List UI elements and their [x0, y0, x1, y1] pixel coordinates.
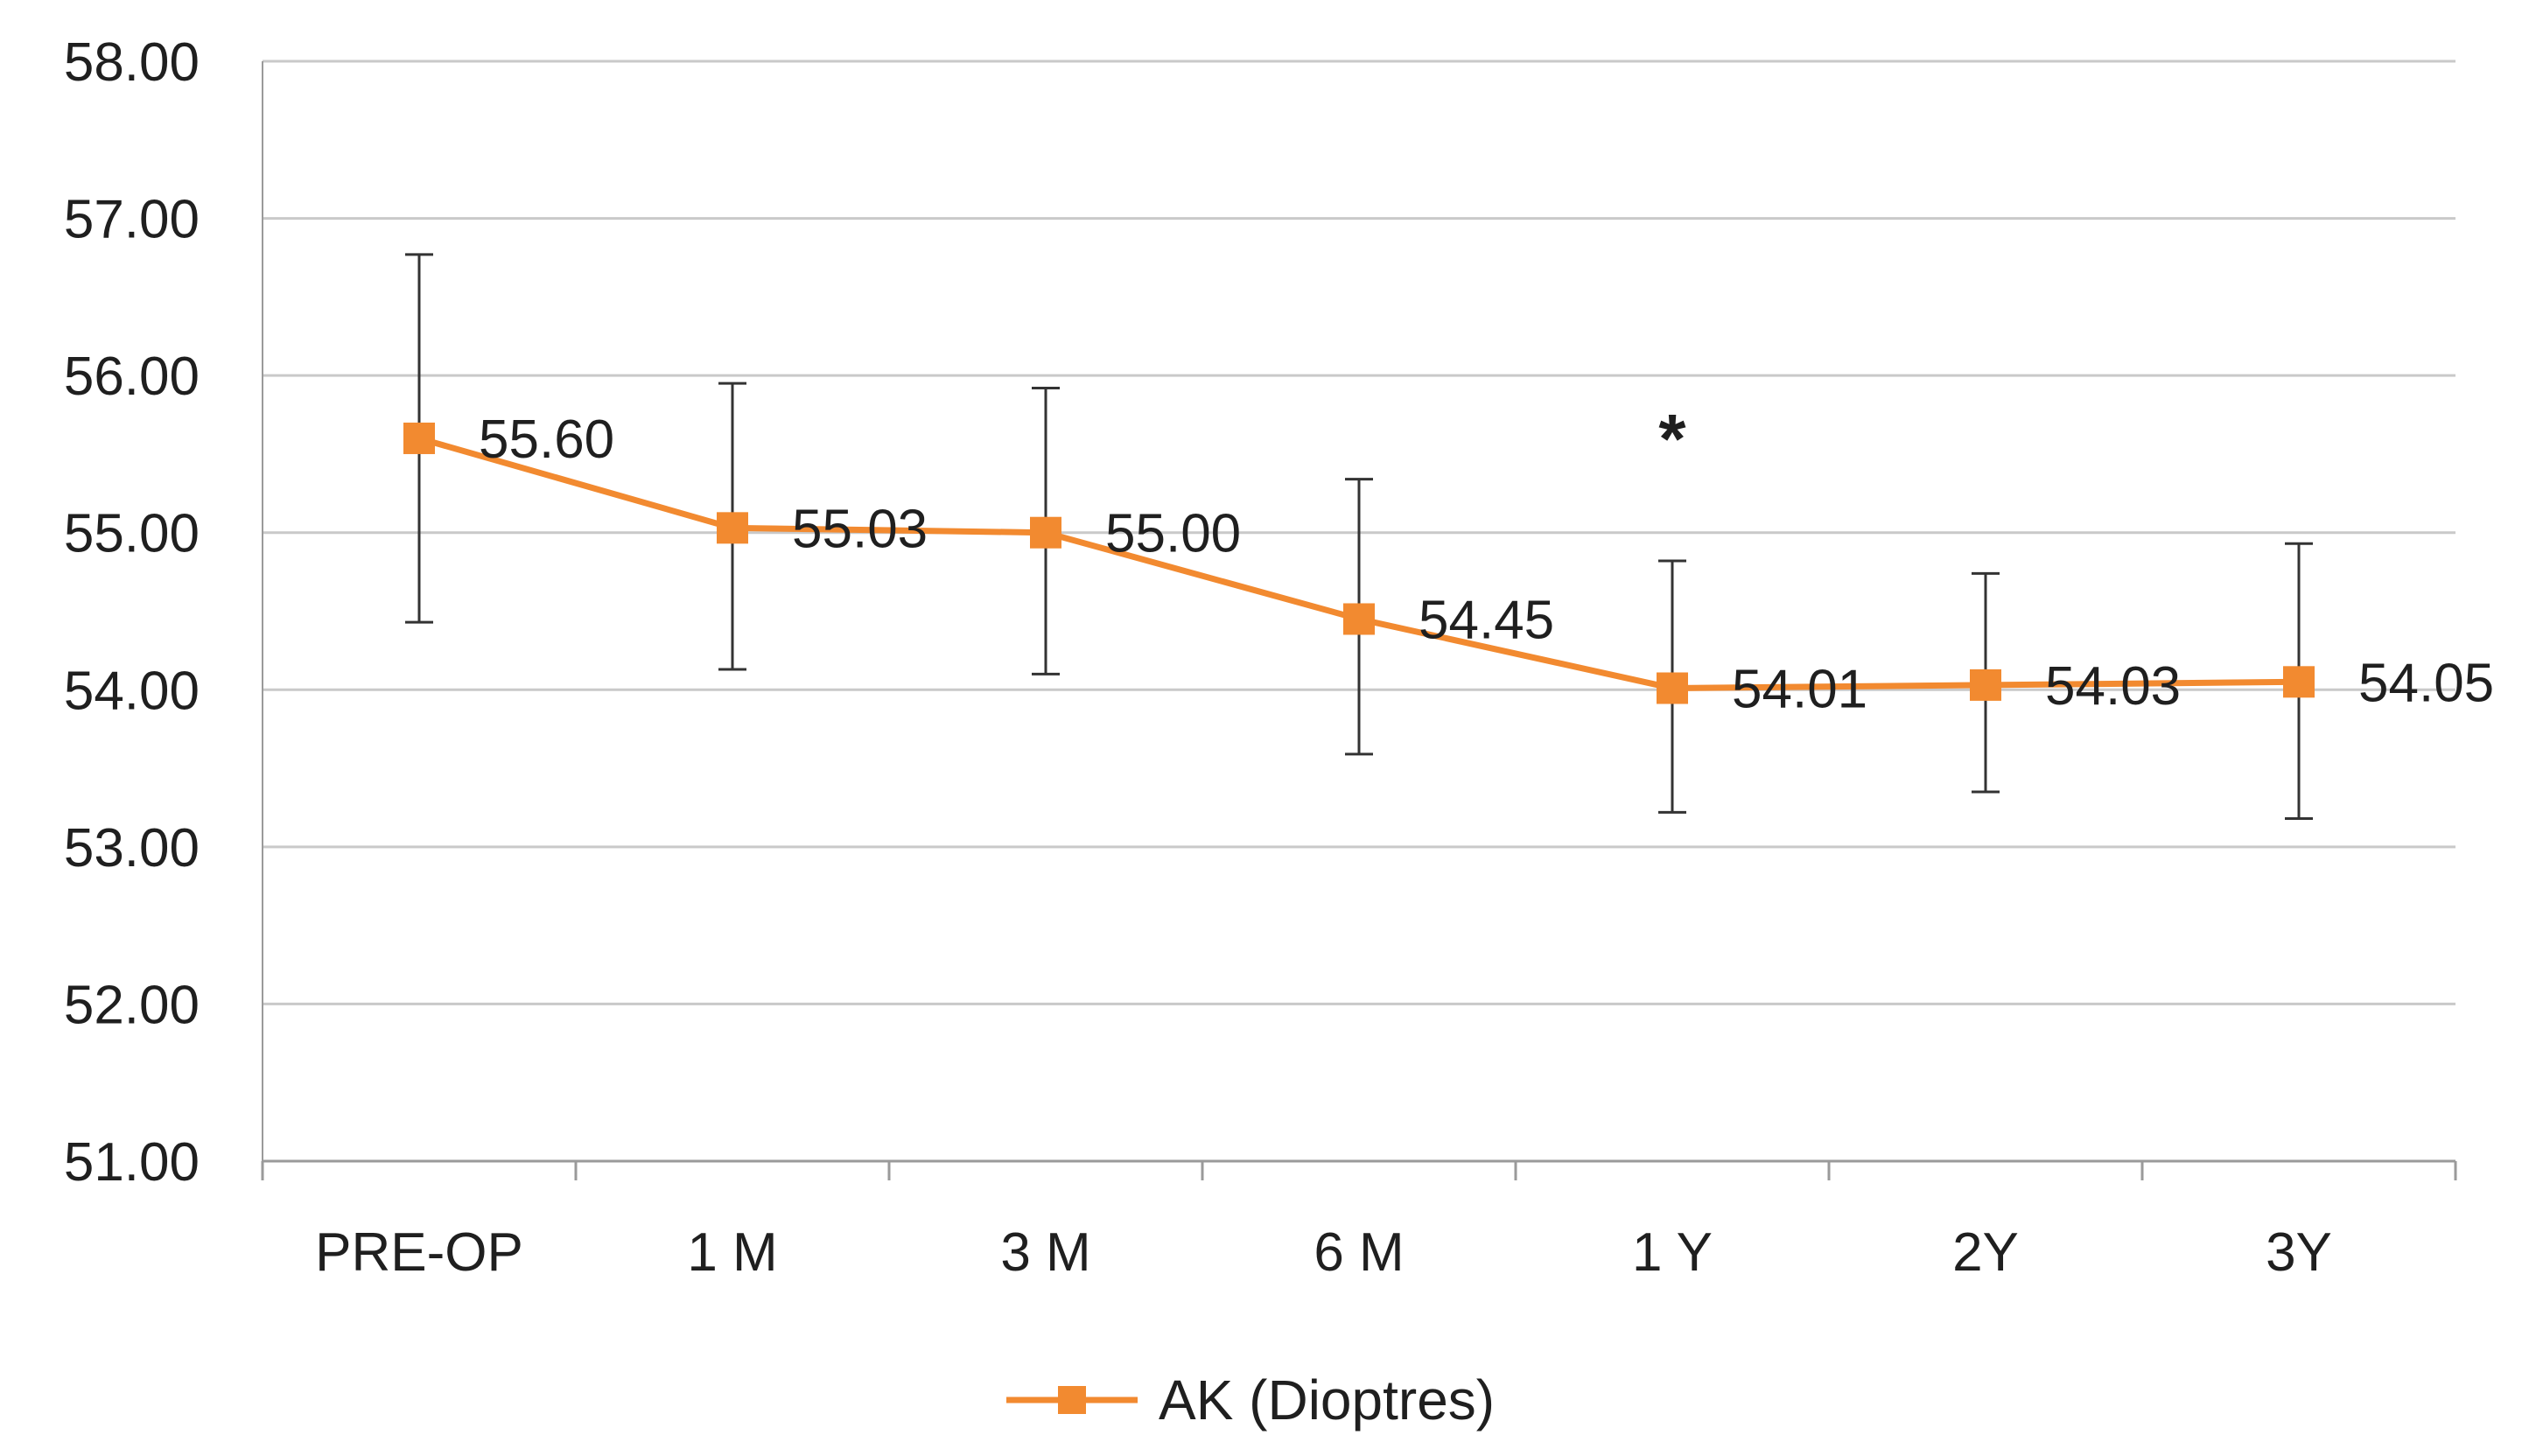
x-tick-label: 3Y	[2266, 1222, 2332, 1283]
y-axis: 51.00 52.00 53.00 54.00 55.00 56.00 57.00 58.00	[64, 32, 263, 1193]
data-point	[1657, 672, 1688, 704]
data-label: 54.03	[2045, 656, 2181, 717]
data-label: 55.60	[479, 410, 614, 470]
data-point	[717, 512, 748, 544]
y-tick-label: 53.00	[64, 818, 200, 878]
error-bars	[405, 253, 2313, 821]
data-label: 54.01	[1732, 659, 1867, 719]
y-tick-label: 55.00	[64, 504, 200, 564]
y-tick-label: 52.00	[64, 975, 200, 1035]
y-tick-label: 54.00	[64, 661, 200, 721]
data-labels: 55.60 55.03 55.00 54.45 54.01 54.03 54.05	[479, 410, 2494, 720]
x-tick-label: 2Y	[1952, 1222, 2019, 1283]
y-tick-label: 57.00	[64, 190, 200, 250]
data-point	[2283, 666, 2315, 698]
data-point	[1343, 603, 1375, 635]
data-label: 54.45	[1419, 590, 1554, 650]
legend: AK (Dioptres)	[1006, 1368, 1495, 1432]
y-tick-label: 51.00	[64, 1132, 200, 1193]
data-point	[403, 422, 435, 454]
y-tick-label: 56.00	[64, 346, 200, 407]
legend-label: AK (Dioptres)	[1159, 1368, 1495, 1432]
x-tick-label: 1 Y	[1632, 1222, 1713, 1283]
y-tick-label: 58.00	[64, 32, 200, 93]
significance-annotation: *	[1658, 400, 1686, 478]
data-point	[1030, 516, 1061, 549]
x-tick-label: PRE-OP	[315, 1222, 523, 1283]
data-label: 55.03	[792, 499, 928, 559]
x-tick-label: 3 M	[1000, 1222, 1090, 1283]
annotations: *	[1658, 400, 1686, 478]
data-label: 54.05	[2358, 653, 2494, 713]
x-tick-label: 6 M	[1314, 1222, 1404, 1283]
x-tick-label: 1 M	[687, 1222, 777, 1283]
legend-marker	[1058, 1386, 1086, 1414]
series-ak-dioptres	[403, 422, 2315, 704]
data-label: 55.00	[1105, 504, 1241, 564]
data-point	[1970, 668, 2001, 701]
x-axis: PRE-OP 1 M 3 M 6 M 1 Y 2Y 3Y	[261, 1161, 2457, 1283]
